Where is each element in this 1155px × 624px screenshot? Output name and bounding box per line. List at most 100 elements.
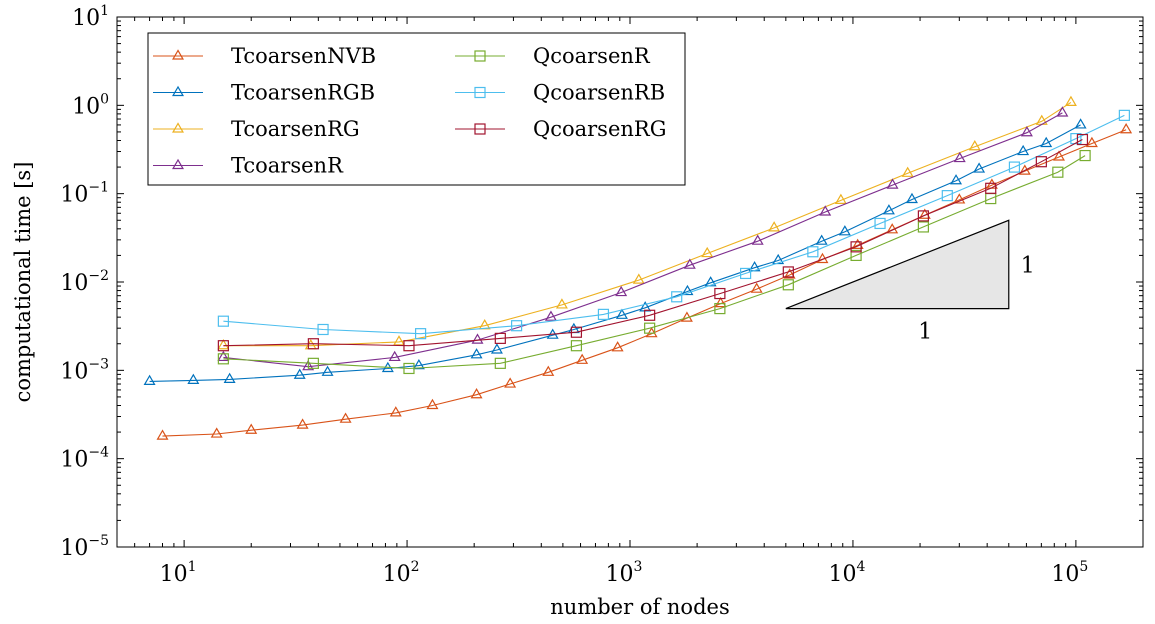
data-point — [388, 350, 401, 362]
data-point — [750, 282, 763, 293]
series-line — [223, 114, 1125, 335]
legend-marker — [474, 50, 486, 62]
legend-item-QcoarsenRB: QcoarsenRB — [455, 81, 665, 105]
data-point — [389, 406, 402, 417]
slope-label-vertical: 1 — [1021, 253, 1035, 278]
data-point — [671, 291, 683, 303]
data-point — [874, 217, 886, 230]
data-point — [217, 350, 230, 362]
data-point — [1018, 164, 1031, 175]
data-point — [304, 339, 317, 350]
data-point — [1064, 95, 1077, 107]
data-point — [615, 308, 628, 319]
legend-label: TcoarsenRGB — [231, 81, 375, 105]
x-tick-label: 103 — [606, 559, 643, 587]
data-point — [307, 357, 319, 369]
data-point — [807, 246, 819, 258]
y-tick-label: 10−5 — [60, 533, 109, 561]
data-point — [1074, 118, 1087, 129]
data-point — [632, 273, 645, 284]
series-line — [223, 139, 1083, 347]
data-point — [1076, 133, 1089, 146]
x-tick-label: 102 — [383, 559, 420, 587]
data-point — [293, 368, 306, 379]
data-point — [882, 204, 895, 215]
data-point — [296, 418, 309, 429]
data-point — [850, 241, 862, 253]
data-point — [782, 279, 794, 291]
data-point — [834, 193, 847, 204]
data-point — [470, 387, 483, 399]
slope-label-horizontal: 1 — [918, 320, 932, 345]
x-tick-label: 105 — [1051, 559, 1088, 587]
legend-label: QcoarsenRB — [533, 81, 665, 105]
x-tick-label: 104 — [828, 559, 865, 587]
data-point — [751, 234, 764, 245]
data-point — [403, 340, 415, 352]
data-point — [471, 333, 484, 344]
data-point — [772, 253, 785, 265]
data-point — [701, 246, 714, 258]
data-point — [950, 174, 963, 185]
data-point — [217, 315, 229, 327]
legend: TcoarsenNVB TcoarsenRGB TcoarsenRG Tcoarsen… — [147, 32, 686, 186]
data-point — [570, 340, 583, 352]
data-point — [210, 427, 223, 438]
axis-ticks: 101 102 103 104 105 10−5 10−4 10−3 10−2 10−1 100 10… — [60, 3, 1144, 587]
data-point — [470, 348, 483, 359]
series-QcoarsenRB — [217, 109, 1130, 340]
data-point — [819, 205, 832, 216]
data-point — [683, 258, 696, 269]
data-point — [644, 309, 656, 321]
series-TcoarsenR — [217, 106, 1069, 371]
data-point — [339, 412, 352, 423]
slope-triangle-shape — [785, 219, 1010, 310]
data-point — [302, 359, 315, 371]
data-point — [985, 182, 997, 194]
data-point — [1056, 106, 1069, 117]
data-point — [245, 423, 258, 434]
data-point — [1052, 166, 1064, 178]
y-tick-label: 101 — [72, 3, 109, 31]
legend-label: TcoarsenRG — [231, 117, 360, 141]
y-tick-label: 10−1 — [60, 180, 109, 208]
data-point — [217, 339, 230, 350]
data-point — [187, 373, 200, 384]
data-point — [511, 320, 523, 332]
data-point — [412, 358, 425, 370]
data-point — [576, 353, 589, 364]
data-point — [644, 322, 656, 334]
data-point — [1053, 150, 1065, 161]
data-point — [1040, 136, 1053, 148]
data-point — [542, 365, 555, 376]
data-point — [739, 267, 752, 280]
y-tick-label: 10−3 — [60, 356, 109, 384]
legend-marker — [474, 123, 486, 135]
data-point — [1035, 156, 1047, 168]
data-point — [143, 374, 156, 385]
data-point — [217, 353, 229, 365]
legend-label: QcoarsenRG — [533, 117, 667, 141]
y-tick-label: 10−2 — [60, 268, 109, 296]
data-point — [544, 310, 557, 321]
data-point — [1017, 144, 1030, 156]
data-point — [886, 178, 899, 189]
y-tick-label: 100 — [72, 91, 109, 119]
data-point — [1008, 161, 1021, 173]
data-point — [768, 221, 781, 232]
data-point — [392, 335, 405, 346]
legend-marker — [172, 122, 184, 133]
data-point — [1085, 136, 1098, 148]
legend-item-QcoarsenRG: QcoarsenRG — [455, 117, 667, 141]
data-point — [1020, 126, 1033, 137]
data-point — [414, 328, 427, 340]
legend-item-TcoarsenRG: TcoarsenRG — [153, 117, 360, 141]
slope-triangle: 11 — [785, 219, 1035, 345]
legend-label: TcoarsenR — [231, 154, 344, 178]
series-QcoarsenRG — [217, 133, 1089, 352]
data-point — [1120, 122, 1133, 134]
data-point — [611, 341, 624, 352]
data-point — [1118, 109, 1130, 121]
data-point — [782, 266, 794, 278]
data-point — [597, 308, 610, 320]
